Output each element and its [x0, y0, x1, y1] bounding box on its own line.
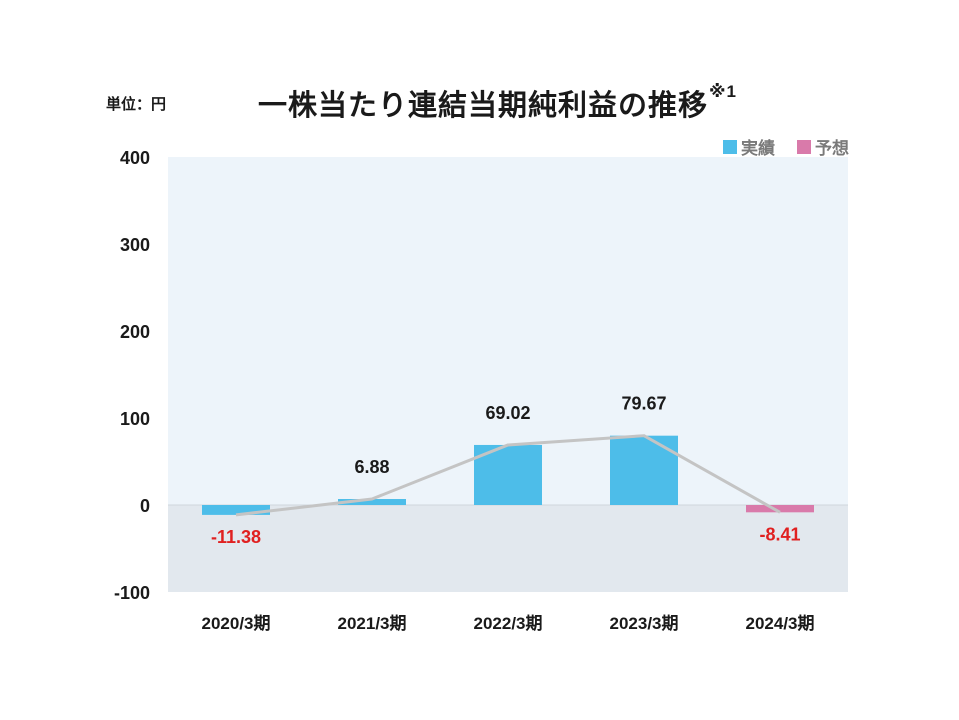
y-tick-label: 0: [140, 496, 150, 516]
chart-title: 一株当たり連結当期純利益の推移※1: [258, 82, 737, 124]
legend-item-forecast: 予想: [797, 134, 849, 159]
unit-label: 単位：円: [106, 96, 167, 113]
bar-2020/3期: [202, 505, 270, 515]
x-tick-label: 2022/3期: [474, 614, 543, 633]
data-label: -8.41: [759, 524, 800, 544]
x-tick-label: 2023/3期: [610, 614, 679, 633]
legend-swatch-actual: [723, 139, 737, 154]
y-tick-label: 400: [120, 148, 150, 168]
chart-title-text: 一株当たり連結当期純利益の推移: [258, 90, 709, 122]
plot-background-negative: [168, 505, 848, 592]
legend: 実績 予想: [723, 134, 849, 159]
data-labels: -11.38 6.88 69.02 79.67 -8.41: [211, 394, 801, 547]
legend-label-forecast: 予想: [815, 139, 849, 158]
bar-2024/3期: [746, 505, 814, 513]
data-label: 79.67: [621, 394, 666, 414]
legend-label-actual: 実績: [741, 139, 775, 158]
legend-item-actual: 実績: [723, 134, 775, 159]
y-tick-label: 200: [120, 322, 150, 342]
title-footnote-mark: ※1: [709, 82, 737, 101]
y-axis: 400 300 200 100 0 -100: [114, 148, 150, 603]
y-tick-label: -100: [114, 583, 150, 603]
data-label: 69.02: [485, 403, 530, 423]
y-tick-label: 300: [120, 235, 150, 255]
legend-swatch-forecast: [797, 139, 811, 154]
x-axis: 2020/3期 2021/3期 2022/3期 2023/3期 2024/3期: [202, 614, 815, 633]
data-label: 6.88: [354, 457, 389, 477]
y-tick-label: 100: [120, 409, 150, 429]
trend-line: [235, 434, 781, 517]
data-label: -11.38: [211, 527, 261, 547]
x-tick-label: 2020/3期: [202, 614, 271, 633]
x-tick-label: 2021/3期: [338, 614, 407, 633]
x-tick-label: 2024/3期: [746, 614, 815, 633]
bar-2023/3期: [610, 435, 678, 505]
bar-2021/3期: [338, 499, 406, 505]
